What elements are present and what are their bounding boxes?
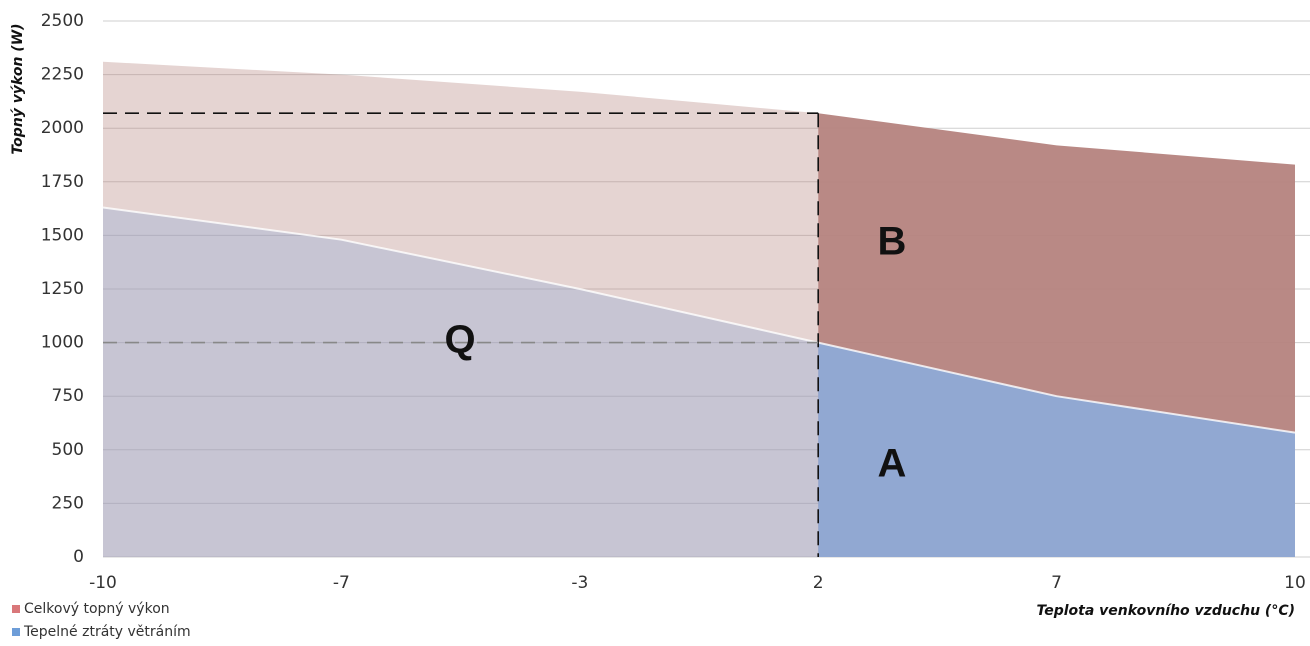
x-tick-label: 2	[813, 573, 824, 593]
x-tick-label: -7	[333, 573, 350, 593]
y-tick-label: 1000	[41, 333, 84, 353]
y-tick-label: 500	[52, 440, 84, 460]
area-edge	[102, 206, 1296, 434]
legend-label: Celkový topný výkon	[24, 601, 170, 617]
y-tick-label: 1750	[41, 172, 84, 192]
x-tick-label: -3	[571, 573, 588, 593]
legend-swatch	[12, 628, 20, 636]
y-axis-title: Topný výkon (W)	[10, 23, 26, 154]
annotation: Q	[444, 318, 475, 362]
annotation: B	[878, 220, 907, 264]
y-tick-label: 250	[52, 493, 84, 513]
area-light	[103, 207, 819, 557]
y-tick-label: 2250	[41, 65, 84, 85]
y-tick-label: 750	[52, 386, 84, 406]
x-axis-title: Teplota venkovního vzduchu (°C)	[1036, 603, 1295, 619]
area	[818, 342, 1295, 557]
legend-swatch	[12, 605, 20, 613]
y-tick-label: 1250	[41, 279, 84, 299]
annotation: A	[878, 442, 907, 486]
y-tick-label: 0	[73, 547, 84, 567]
y-tick-label: 2500	[41, 11, 84, 31]
x-tick-label: -10	[89, 573, 117, 593]
y-tick-label: 1500	[41, 225, 84, 245]
x-tick-label: 7	[1051, 573, 1062, 593]
x-tick-label: 10	[1284, 573, 1306, 593]
legend-label: Tepelné ztráty větráním	[23, 624, 191, 640]
area-light	[103, 61, 819, 557]
y-tick-label: 2000	[41, 118, 84, 138]
